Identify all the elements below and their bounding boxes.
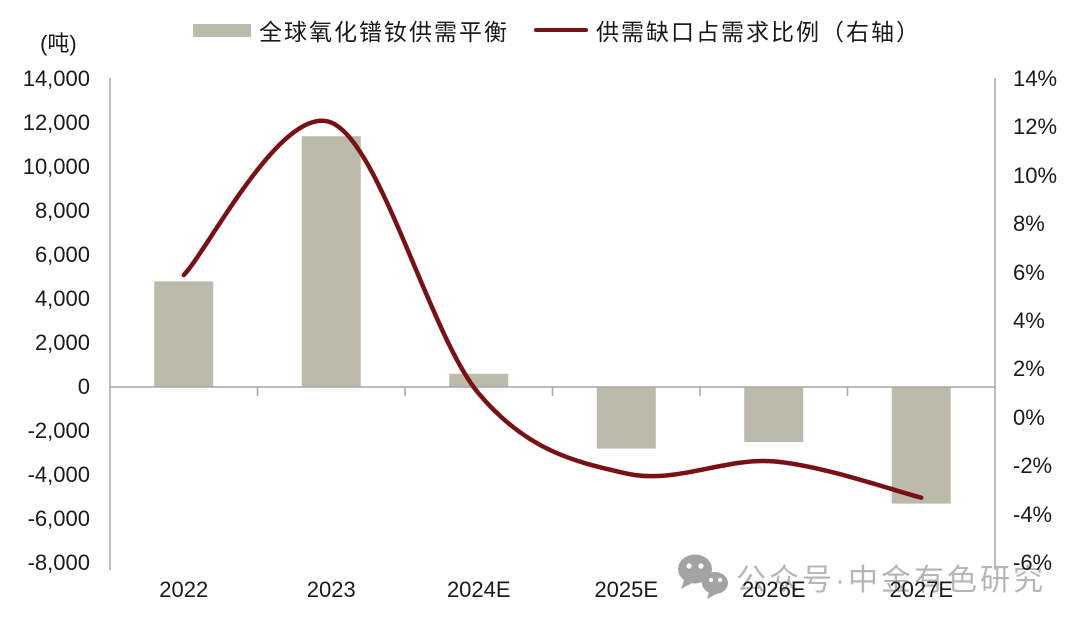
line-legend-label: 供需缺口占需求比例（右轴） [596, 19, 921, 45]
bar-2025E [596, 387, 656, 449]
bar-2024E [449, 373, 509, 387]
bar-2027E [891, 387, 951, 504]
wechat-icon [678, 554, 728, 599]
legend-item-bar: 全球氧化镨钕供需平衡 [193, 13, 509, 47]
line-legend-swatch-icon [534, 28, 588, 32]
watermark-text: 公众号·中金有色研究 [736, 564, 1046, 597]
supply-gap-line [181, 118, 924, 500]
bar-2022 [154, 281, 214, 387]
legend-item-line: 供需缺口占需求比例（右轴） [534, 13, 921, 47]
bar-legend-label: 全球氧化镨钕供需平衡 [259, 19, 509, 45]
bar-2023 [301, 136, 361, 387]
watermark: 公众号·中金有色研究 [674, 552, 1046, 602]
left-axis-unit-label: (吨) [40, 31, 77, 56]
bar-legend-swatch-icon [193, 23, 251, 37]
bar-2026E [744, 387, 804, 442]
